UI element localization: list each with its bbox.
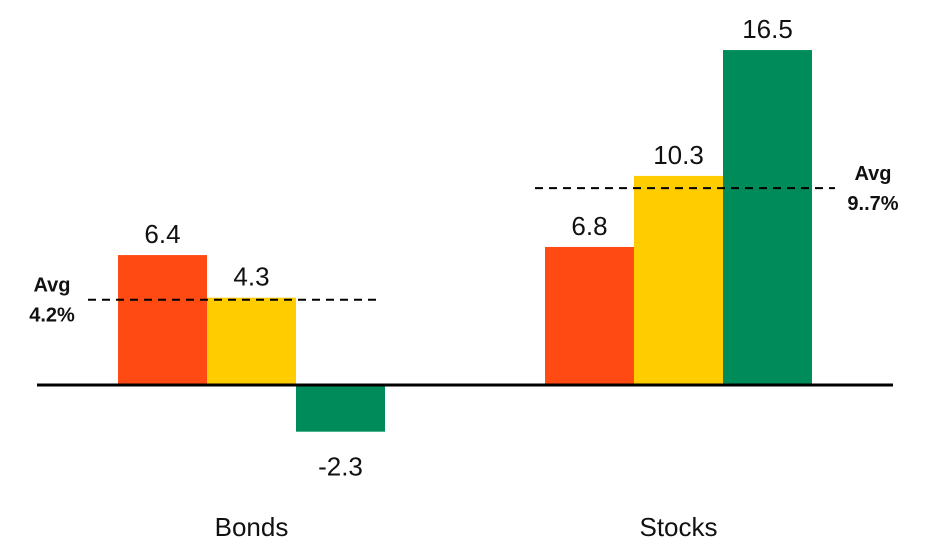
category-label-stocks: Stocks xyxy=(639,512,717,542)
value-label-bonds-3: -2.3 xyxy=(318,452,363,482)
bar-stocks-3 xyxy=(723,50,812,386)
avg-label-value-bonds: 4.2% xyxy=(29,305,75,327)
value-label-bonds-1: 6.4 xyxy=(144,219,180,249)
avg-label-value-stocks: 9..7% xyxy=(847,193,898,215)
category-labels-group: Bonds Stocks xyxy=(215,512,718,542)
bar-bonds-3 xyxy=(296,385,385,432)
value-label-bonds-2: 4.3 xyxy=(233,262,269,292)
bar-bonds-2 xyxy=(207,297,296,385)
category-label-bonds: Bonds xyxy=(215,512,289,542)
bars-group xyxy=(118,50,812,432)
value-label-stocks-2: 10.3 xyxy=(653,140,704,170)
avg-label-title-bonds: Avg xyxy=(33,275,70,297)
bar-stocks-2 xyxy=(634,175,723,385)
avg-label-title-stocks: Avg xyxy=(854,163,891,185)
value-label-stocks-1: 6.8 xyxy=(571,211,607,241)
value-labels-group: 6.4 4.3 -2.3 6.8 10.3 16.5 xyxy=(144,14,792,482)
value-label-stocks-3: 16.5 xyxy=(742,14,793,44)
bar-stocks-1 xyxy=(545,246,634,385)
averages-group: Avg 4.2% Avg 9..7% xyxy=(29,163,899,327)
bar-bonds-1 xyxy=(118,255,207,385)
